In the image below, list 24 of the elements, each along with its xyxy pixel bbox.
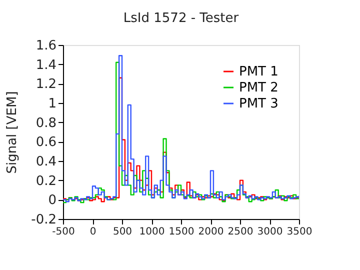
x-tick-label: 2000	[198, 226, 224, 238]
x-tick-label: 2500	[228, 226, 254, 238]
y-tick-label: 0	[48, 193, 56, 208]
chart-title: LsId 1572 - Tester	[123, 11, 240, 26]
y-tick-label: 1.4	[36, 58, 56, 73]
y-tick-label: -0.2	[31, 212, 56, 228]
legend-label: PMT 3	[239, 96, 278, 112]
x-tick-label: 1500	[168, 226, 194, 238]
x-tick-label: 3500	[286, 226, 312, 238]
x-tick-label: 0	[90, 226, 96, 238]
y-tick-label: 0.6	[36, 135, 56, 150]
x-tick-label: 1000	[139, 226, 165, 238]
y-tick-label: 1.2	[36, 77, 56, 92]
x-tick-label: 3000	[257, 226, 283, 238]
x-tick-label: -500	[52, 226, 75, 238]
y-tick-label: 0.2	[36, 174, 56, 189]
y-tick-label: 0.8	[36, 116, 56, 131]
y-tick-label: 1.6	[36, 38, 56, 54]
legend-label: PMT 2	[239, 80, 278, 96]
y-tick-label: 1	[48, 96, 56, 112]
y-tick-label: 0.4	[36, 154, 56, 170]
legend-label: PMT 1	[239, 64, 278, 80]
y-axis-title: Signal [VEM]	[5, 91, 20, 174]
x-tick-label: 500	[112, 226, 132, 238]
